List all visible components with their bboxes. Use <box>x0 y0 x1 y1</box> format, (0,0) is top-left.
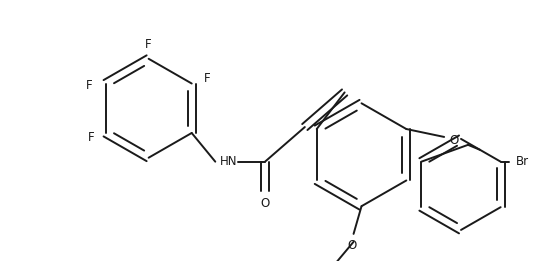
Text: O: O <box>260 197 270 210</box>
Text: HN: HN <box>219 155 237 168</box>
Text: F: F <box>146 39 152 51</box>
Text: Br: Br <box>516 155 529 168</box>
Text: F: F <box>86 79 93 92</box>
Text: O: O <box>450 134 459 148</box>
Text: F: F <box>88 132 95 144</box>
Text: F: F <box>204 72 211 85</box>
Text: O: O <box>347 239 356 252</box>
